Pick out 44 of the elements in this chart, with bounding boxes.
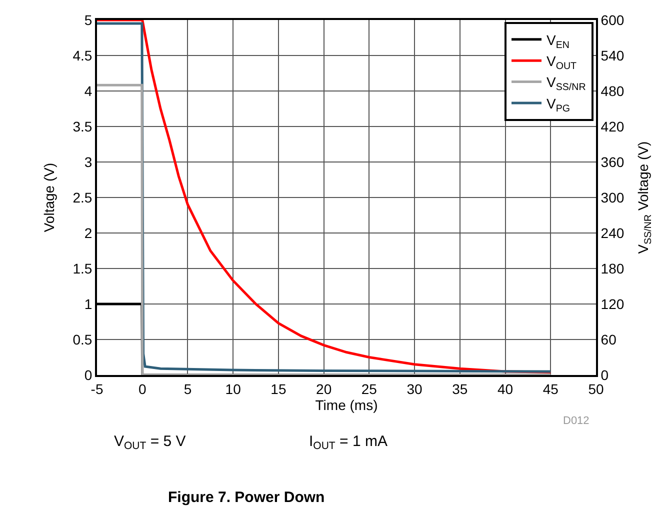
x-tick-label: 25 [361, 380, 378, 397]
x-tick-label: 40 [497, 380, 514, 397]
x-tick-label: 15 [270, 380, 286, 397]
x-tick-label: 45 [542, 380, 559, 397]
y2-tick-label: 120 [600, 296, 624, 312]
x-tick-label: -5 [90, 380, 104, 397]
text: Figure 7. Power Down [168, 489, 325, 506]
y-tick-label: 2.5 [72, 189, 92, 206]
text: D012 [563, 415, 590, 427]
text: I$_{OUT}$ = 1 mA [309, 433, 388, 452]
y-tick-label: 5 [84, 12, 92, 28]
x-tick-label: 20 [316, 380, 332, 397]
x-tick-label: 5 [184, 380, 192, 397]
y-tick-label: 4 [84, 82, 92, 99]
y2-tick-label: 420 [600, 118, 624, 134]
text: V$_{OUT}$ = 5 V [114, 433, 186, 452]
y2-tick-label: 240 [600, 224, 624, 241]
y2-tick-label: 180 [600, 260, 624, 276]
legend-label: V$_{OUT}$ [546, 53, 577, 72]
y-axis-title: Voltage (V) [40, 162, 57, 232]
y-tick-label: 0 [84, 366, 92, 383]
x-axis-title: Time (ms) [315, 396, 378, 413]
y-tick-label: 3.5 [72, 118, 92, 134]
x-tick-label: 0 [138, 380, 146, 397]
y-tick-label: 1 [84, 296, 92, 312]
legend-label: V$_{SS/NR}$ [546, 74, 586, 94]
x-tick-label: 35 [452, 380, 468, 397]
x-tick-label: 50 [588, 380, 604, 397]
y2-tick-label: 480 [600, 82, 624, 99]
y-tick-label: 2 [84, 224, 92, 241]
y-tick-label: 0.5 [72, 331, 92, 348]
y-tick-label: 3 [84, 154, 92, 170]
legend-label: V$_{EN}$ [546, 32, 570, 51]
y2-tick-label: 600 [600, 12, 624, 28]
y2-tick-label: 60 [600, 331, 617, 348]
x-tick-label: 30 [406, 380, 423, 397]
y-tick-label: 4.5 [72, 47, 92, 64]
y2-tick-label: 0 [600, 366, 609, 383]
y2-tick-label: 300 [600, 189, 624, 206]
y-tick-label: 1.5 [72, 260, 92, 276]
legend-label: V$_{PG}$ [546, 95, 570, 114]
y2-tick-label: 540 [600, 47, 624, 64]
x-tick-label: 10 [225, 380, 242, 397]
y2-tick-label: 360 [600, 154, 624, 170]
